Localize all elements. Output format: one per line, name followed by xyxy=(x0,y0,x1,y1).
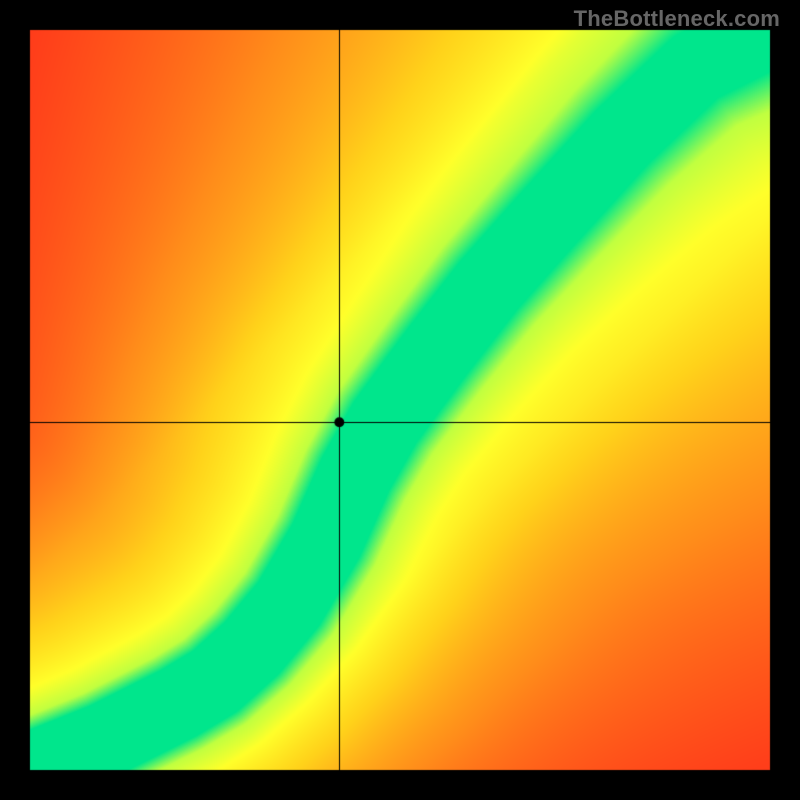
watermark-text: TheBottleneck.com xyxy=(574,6,780,32)
heatmap-canvas xyxy=(0,0,800,800)
chart-container: TheBottleneck.com xyxy=(0,0,800,800)
